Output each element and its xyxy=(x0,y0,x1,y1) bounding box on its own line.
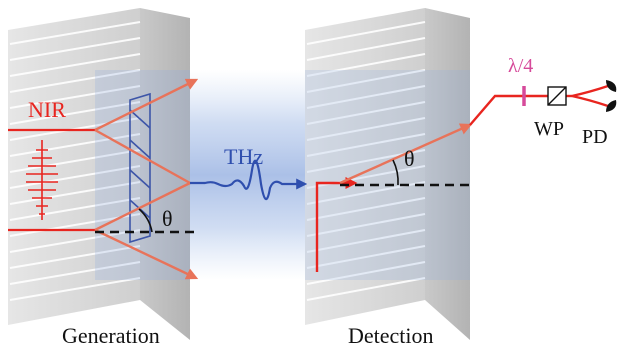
probe-beam-out xyxy=(469,94,530,126)
generation-label: Generation xyxy=(62,323,160,348)
thz-label: THz xyxy=(224,144,263,169)
generation-grating xyxy=(8,8,190,340)
nir-label: NIR xyxy=(28,97,66,122)
wollaston-prism xyxy=(547,86,567,106)
nir-input-beams xyxy=(8,128,95,232)
thz-wave xyxy=(190,159,308,201)
diffracted-beam-down xyxy=(94,228,199,280)
probe-diffracted-beam xyxy=(339,123,473,185)
detection-glow-overlay xyxy=(305,70,470,280)
generated-beams xyxy=(94,78,199,280)
detection-grating-side xyxy=(425,8,470,340)
nir-pulse xyxy=(26,140,58,220)
pd-label: PD xyxy=(582,126,608,148)
pd-beam-lower xyxy=(571,94,609,108)
theta-generation-label: θ xyxy=(162,206,173,231)
beam-converge-top xyxy=(94,128,191,185)
detection-label: Detection xyxy=(348,323,434,348)
detection-grating-grooves xyxy=(306,21,426,301)
detection-angle-arc xyxy=(392,159,399,186)
diffracted-beam-up xyxy=(94,78,199,132)
wp-label: WP xyxy=(534,118,564,140)
generation-angle-arc xyxy=(138,208,153,233)
theta-detection-label: θ xyxy=(404,146,415,171)
pd-beam-upper xyxy=(571,84,609,98)
lambda-quarter-label: λ/4 xyxy=(508,55,533,77)
detection-grating xyxy=(305,8,470,340)
photodiode-upper xyxy=(606,80,617,92)
photodiode-lower xyxy=(606,100,617,112)
beam-converge-bottom xyxy=(94,181,191,232)
